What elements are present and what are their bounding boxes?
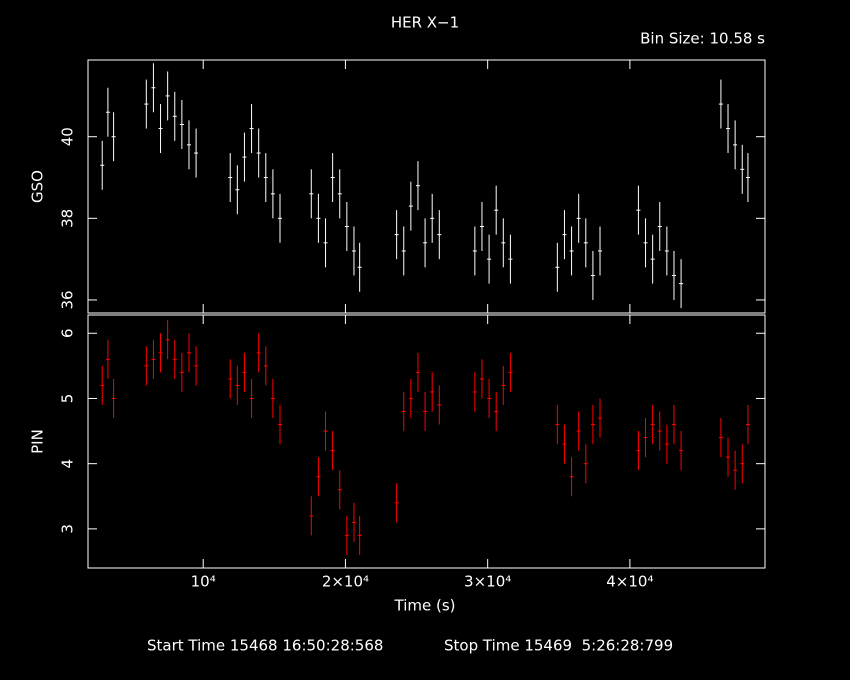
y-axis-label: PIN: [29, 429, 47, 454]
series: [100, 320, 750, 555]
series: [100, 63, 750, 309]
panel-frame: [87, 59, 766, 314]
y-axis-label: GSO: [29, 170, 47, 203]
x-tick-label: 4×10⁴: [606, 573, 653, 591]
y-tick-label: 38: [59, 209, 77, 228]
y-tick-label: 36: [59, 290, 77, 309]
chart-title: HER X−1: [391, 14, 459, 32]
x-tick-label: 10⁴: [191, 573, 216, 591]
subtitle: Bin Size: 10.58 s: [640, 30, 765, 48]
y-tick-label: 3: [59, 524, 77, 534]
y-tick-label: 5: [59, 394, 77, 404]
x-tick-label: 3×10⁴: [464, 573, 511, 591]
y-tick-label: 6: [59, 328, 77, 338]
panel-frame: [87, 314, 766, 569]
stop-time: Stop Time 15469 5:26:28:799: [444, 637, 673, 655]
y-tick-label: 40: [59, 127, 77, 146]
start-time: Start Time 15468 16:50:28:568: [147, 637, 383, 655]
y-tick-label: 4: [59, 459, 77, 469]
x-axis-label: Time (s): [394, 597, 456, 615]
x-tick-label: 2×10⁴: [322, 573, 369, 591]
